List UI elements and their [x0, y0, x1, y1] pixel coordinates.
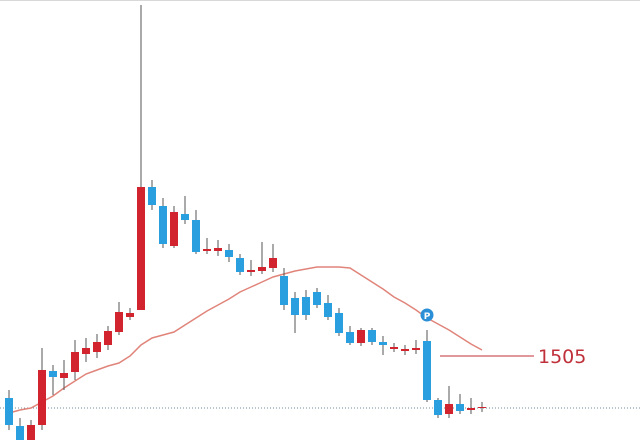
candle-body	[247, 270, 255, 272]
candle-body	[467, 408, 475, 410]
moving-average	[8, 266, 483, 414]
candle-body	[82, 348, 90, 354]
annotation-marker	[420, 308, 434, 322]
candle-body	[148, 187, 156, 205]
candle-body	[5, 398, 13, 425]
candle-body	[115, 312, 123, 332]
candle-body	[401, 349, 409, 351]
candle-body	[126, 313, 134, 317]
candle-body	[456, 404, 464, 411]
candle-body	[423, 341, 431, 400]
candle-body	[313, 292, 321, 305]
candle-body	[445, 404, 453, 414]
annotation-label: P	[424, 312, 431, 322]
candle-body	[324, 303, 332, 317]
candle-body	[16, 426, 24, 440]
candle-body	[346, 332, 354, 343]
candle-body	[236, 258, 244, 272]
candle-body	[71, 352, 79, 372]
candle-body	[27, 425, 35, 440]
level-label: 1505	[538, 346, 586, 368]
candle-body	[49, 371, 57, 377]
candle-body	[192, 220, 200, 252]
candle-body	[137, 187, 145, 310]
candle-body	[214, 248, 222, 251]
candle-body	[291, 298, 299, 315]
candle-body	[181, 214, 189, 220]
candle-body	[335, 313, 343, 333]
candle-body	[170, 212, 178, 246]
candle-body	[225, 250, 233, 257]
candle-body	[159, 206, 167, 244]
candle-body	[60, 373, 68, 378]
candle-body	[390, 347, 398, 349]
candle-body	[203, 249, 211, 251]
candle-body	[412, 348, 420, 350]
candle-body	[379, 342, 387, 345]
candle-body	[258, 267, 266, 271]
candle-body	[38, 370, 46, 425]
candle-body	[434, 400, 442, 415]
candle-body	[478, 407, 486, 408]
candle-body	[269, 258, 277, 268]
candle-body	[357, 330, 365, 343]
candle-body	[280, 276, 288, 305]
candle-body	[93, 342, 101, 352]
candle-body	[104, 331, 112, 345]
candle-body	[368, 330, 376, 342]
candle-body	[302, 297, 310, 315]
